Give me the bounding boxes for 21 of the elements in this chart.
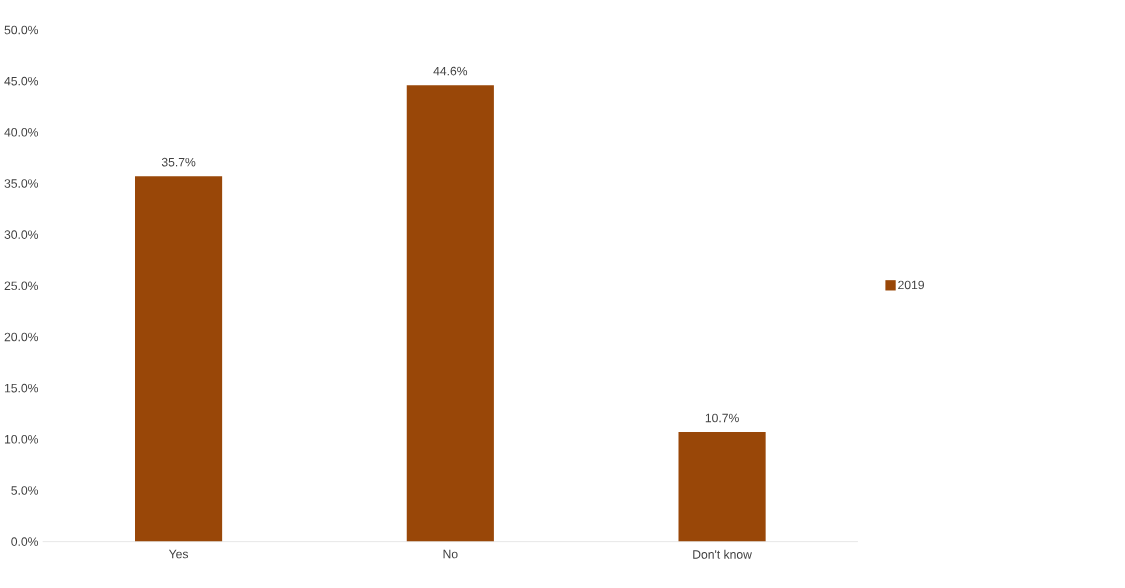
y-tick-label: 35.0%: [4, 179, 39, 188]
bar: [406, 85, 494, 542]
legend-label: 2019: [898, 280, 924, 290]
data-label: 10.7%: [705, 413, 739, 423]
y-tick-label: 20.0%: [4, 332, 39, 342]
y-tick-label: 0.0%: [11, 537, 39, 547]
y-tick-label: 10.0%: [4, 435, 39, 444]
bar: [678, 432, 766, 542]
x-tick-label: Yes: [168, 550, 189, 559]
y-tick-label: 5.0%: [11, 486, 39, 495]
x-tick-label: No: [443, 550, 458, 559]
y-tick-label: 45.0%: [4, 77, 39, 86]
data-label: 44.6%: [433, 67, 468, 76]
y-tick-label: 40.0%: [4, 128, 39, 137]
y-tick-label: 30.0%: [4, 230, 39, 240]
y-tick-label: 50.0%: [4, 25, 39, 35]
data-label: 35.7%: [161, 158, 196, 167]
y-tick-label: 25.0%: [4, 281, 39, 291]
bar: [135, 176, 223, 542]
x-tick-label: Don't know: [693, 550, 752, 559]
y-tick-label: 15.0%: [4, 384, 39, 393]
